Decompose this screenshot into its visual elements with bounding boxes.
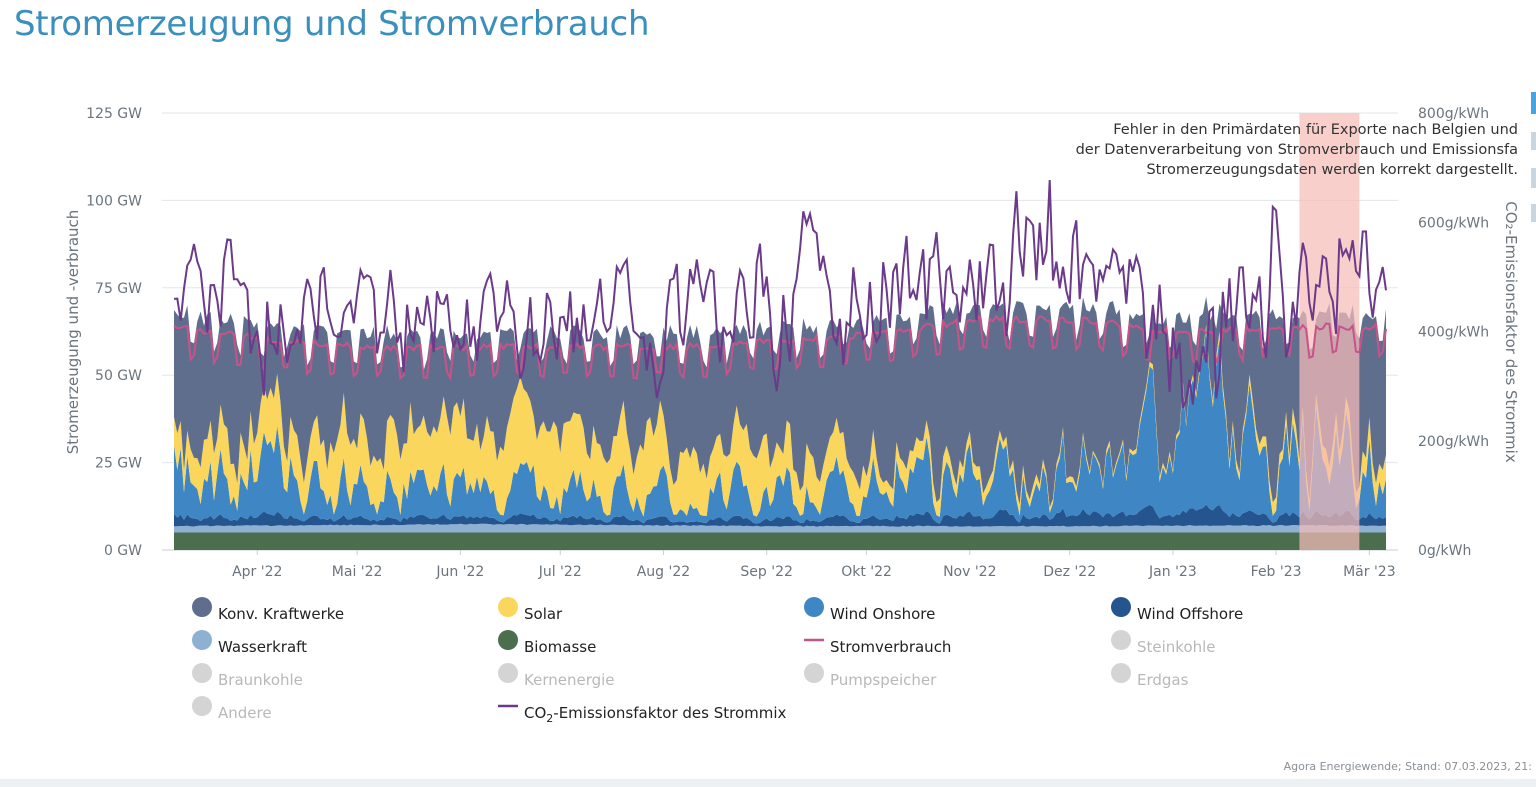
page-title: Stromerzeugung und Stromverbrauch xyxy=(14,4,650,44)
x-tick-label: Mär '23 xyxy=(1343,564,1396,580)
x-tick-label: Okt '22 xyxy=(841,564,892,580)
y-tick-label: 100 GW xyxy=(86,193,142,209)
stacked-areas xyxy=(174,296,1386,550)
area-wind-offshore xyxy=(174,504,1386,527)
legend-label: Wasserkraft xyxy=(218,638,307,656)
y-tick-label: 50 GW xyxy=(95,368,142,384)
legend-label: Steinkohle xyxy=(1137,638,1216,656)
area-solar xyxy=(174,324,1386,517)
x-axis-ticks: Apr '22 Mai '22 Jun '22 Jul '22 Aug '22 Sep '… xyxy=(232,550,1396,580)
y-axis-label: Stromerzeugung und -verbrauch xyxy=(64,210,82,455)
error-annotation: Fehler in den Primärdaten für Exporte na… xyxy=(1076,122,1518,178)
legend-item-wind-onshore[interactable]: Wind Onshore xyxy=(804,597,935,623)
y-tick-label: 25 GW xyxy=(95,456,142,472)
line-co2-emissionsfaktor xyxy=(173,179,1387,409)
legend-item-biomasse[interactable]: Biomasse xyxy=(498,630,596,656)
annotation-line: Stromerzeugungsdaten werden korrekt darg… xyxy=(1146,162,1518,178)
bottom-strip xyxy=(0,779,1536,787)
y-tick-label: 75 GW xyxy=(95,281,142,297)
legend-label: Konv. Kraftwerke xyxy=(218,605,344,623)
area-wasserkraft xyxy=(174,523,1386,533)
x-tick-label: Jan '23 xyxy=(1148,564,1197,580)
legend-label: Kernenergie xyxy=(524,671,615,689)
y2-tick-label: 800g/kWh xyxy=(1418,106,1489,122)
y-tick-label: 0 GW xyxy=(104,543,142,559)
legend-item-co-emissionsfaktor-des-strommix[interactable]: CO2-Emissionsfaktor des Strommix xyxy=(498,704,787,725)
y2-axis-label: CO₂-Emissionsfaktor des Strommix xyxy=(1502,201,1520,463)
legend-item-konv-kraftwerke[interactable]: Konv. Kraftwerke xyxy=(192,597,344,623)
y2-tick-label: 0g/kWh xyxy=(1418,543,1471,559)
legend-item-braunkohle[interactable]: Braunkohle xyxy=(192,663,303,689)
legend-circle-swatch xyxy=(192,696,212,716)
y2-tick-label: 400g/kWh xyxy=(1418,325,1489,341)
x-tick-label: Nov '22 xyxy=(943,564,996,580)
legend-label: Braunkohle xyxy=(218,671,303,689)
legend-circle-swatch xyxy=(498,630,518,650)
legend-item-stromverbrauch[interactable]: Stromverbrauch xyxy=(804,638,951,656)
legend-item-wasserkraft[interactable]: Wasserkraft xyxy=(192,630,307,656)
legend-item-solar[interactable]: Solar xyxy=(498,597,563,623)
x-tick-label: Aug '22 xyxy=(637,564,690,580)
y2-tick-label: 200g/kWh xyxy=(1418,434,1489,450)
y2-axis-ticks: 0g/kWh 200g/kWh 400g/kWh 600g/kWh 800g/kWh xyxy=(1418,106,1489,559)
legend-item-erdgas[interactable]: Erdgas xyxy=(1111,663,1189,689)
y-axis-ticks: 0 GW 25 GW 50 GW 75 GW 100 GW 125 GW xyxy=(86,106,142,559)
legend: Konv. Kraftwerke Solar Wind Onshore Wind Of… xyxy=(192,597,1243,725)
x-tick-label: Apr '22 xyxy=(232,564,282,580)
legend-circle-swatch xyxy=(192,663,212,683)
x-tick-label: Mai '22 xyxy=(332,564,383,580)
source-footer: Agora Energiewende; Stand: 07.03.2023, 2… xyxy=(1283,760,1532,773)
legend-item-wind-offshore[interactable]: Wind Offshore xyxy=(1111,597,1243,623)
legend-circle-swatch xyxy=(1111,597,1131,617)
area-wind-onshore xyxy=(174,327,1386,524)
legend-label: Pumpspeicher xyxy=(830,671,937,689)
legend-circle-swatch xyxy=(804,663,824,683)
annotation-line: der Datenverarbeitung von Stromverbrauch… xyxy=(1076,142,1518,158)
legend-circle-swatch xyxy=(498,663,518,683)
annotation-line: Fehler in den Primärdaten für Exporte na… xyxy=(1113,122,1518,138)
legend-label: Wind Offshore xyxy=(1137,605,1243,623)
legend-label: Erdgas xyxy=(1137,671,1189,689)
legend-label: Stromverbrauch xyxy=(830,638,951,656)
y-tick-label: 125 GW xyxy=(86,106,142,122)
legend-circle-swatch xyxy=(1111,630,1131,650)
legend-circle-swatch xyxy=(192,630,212,650)
legend-label: Solar xyxy=(524,605,563,623)
x-tick-label: Jul '22 xyxy=(538,564,582,580)
series-lines xyxy=(173,179,1387,409)
share-widget[interactable] xyxy=(1528,92,1536,222)
legend-circle-swatch xyxy=(1111,663,1131,683)
share-icon[interactable] xyxy=(1528,92,1536,222)
legend-label: Andere xyxy=(218,704,272,722)
y2-tick-label: 600g/kWh xyxy=(1418,215,1489,231)
x-tick-label: Feb '23 xyxy=(1251,564,1302,580)
area-biomasse xyxy=(174,532,1386,550)
legend-item-pumpspeicher[interactable]: Pumpspeicher xyxy=(804,663,937,689)
legend-circle-swatch xyxy=(804,597,824,617)
x-tick-label: Dez '22 xyxy=(1043,564,1096,580)
legend-label: Wind Onshore xyxy=(830,605,935,623)
legend-circle-swatch xyxy=(192,597,212,617)
x-tick-label: Jun '22 xyxy=(435,564,484,580)
legend-label: Biomasse xyxy=(524,638,596,656)
legend-circle-swatch xyxy=(498,597,518,617)
legend-item-andere[interactable]: Andere xyxy=(192,696,272,722)
legend-item-steinkohle[interactable]: Steinkohle xyxy=(1111,630,1216,656)
x-tick-label: Sep '22 xyxy=(740,564,793,580)
legend-item-kernenergie[interactable]: Kernenergie xyxy=(498,663,615,689)
legend-label: CO2-Emissionsfaktor des Strommix xyxy=(524,704,787,725)
